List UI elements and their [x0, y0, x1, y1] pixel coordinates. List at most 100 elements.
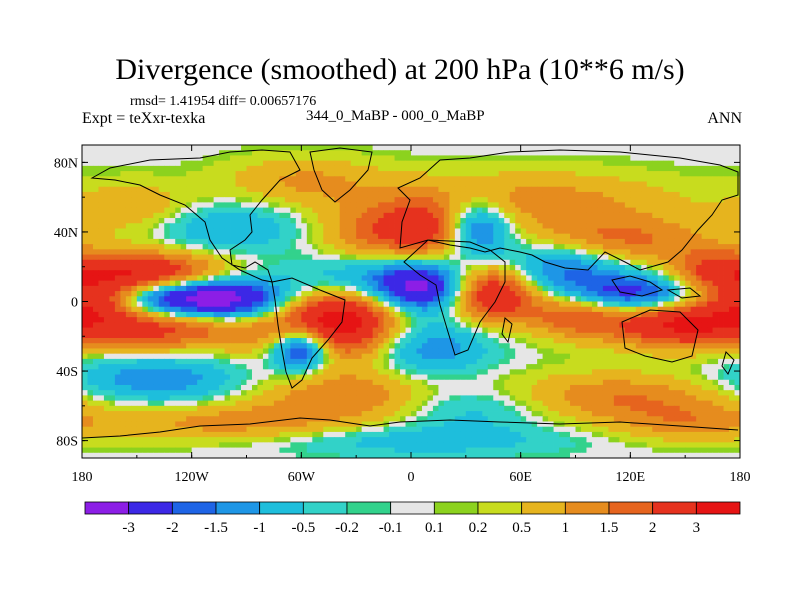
field-cell: [400, 259, 406, 266]
field-cell: [602, 171, 609, 177]
field-cell: [295, 264, 302, 271]
field-cell: [570, 171, 576, 177]
field-cell: [208, 348, 214, 355]
field-cell: [164, 145, 171, 151]
field-cell: [421, 218, 428, 224]
field-cell: [597, 348, 604, 355]
field-cell: [345, 291, 352, 297]
field-cell: [219, 160, 225, 167]
field-cell: [454, 160, 461, 167]
field-cell: [471, 238, 478, 245]
field-cell: [279, 306, 286, 313]
field-cell: [515, 212, 522, 219]
field-cell: [284, 358, 291, 365]
field-cell: [449, 322, 456, 328]
field-cell: [564, 343, 571, 349]
field-cell: [405, 317, 412, 323]
field-cell: [114, 249, 121, 255]
field-cell: [663, 228, 670, 235]
field-cell: [295, 332, 302, 339]
field-cell: [147, 160, 154, 167]
field-cell: [202, 275, 209, 282]
field-cell: [361, 343, 368, 349]
field-cell: [284, 259, 291, 266]
field-cell: [251, 264, 258, 271]
field-cell: [394, 202, 401, 208]
field-cell: [438, 311, 445, 318]
field-cell: [235, 358, 242, 365]
field-cell: [186, 186, 193, 193]
field-cell: [164, 348, 171, 355]
field-cell: [98, 238, 105, 245]
field-cell: [416, 176, 423, 182]
field-cell: [241, 280, 247, 287]
field-cell: [674, 285, 681, 292]
field-cell: [657, 181, 664, 188]
field-cell: [213, 223, 220, 229]
field-cell: [284, 176, 291, 182]
field-cell: [339, 207, 346, 214]
field-cell: [646, 322, 653, 328]
field-cell: [460, 327, 467, 334]
field-cell: [729, 332, 735, 339]
field-cell: [268, 311, 275, 318]
field-cell: [219, 270, 225, 276]
field-cell: [394, 343, 401, 349]
field-cell: [690, 327, 697, 334]
field-cell: [334, 264, 341, 271]
field-cell: [306, 306, 313, 313]
field-cell: [548, 150, 554, 156]
field-cell: [619, 317, 626, 323]
field-cell: [328, 249, 335, 255]
field-cell: [394, 358, 401, 365]
field-cell: [273, 218, 280, 224]
field-cell: [657, 280, 664, 287]
field-cell: [103, 202, 110, 208]
field-cell: [531, 280, 538, 287]
field-cell: [570, 150, 576, 156]
field-cell: [679, 191, 686, 198]
field-cell: [323, 145, 330, 151]
field-cell: [630, 238, 637, 245]
field-cell: [712, 228, 719, 235]
field-cell: [553, 202, 560, 208]
field-cell: [542, 343, 549, 349]
field-cell: [608, 343, 615, 349]
field-cell: [241, 186, 247, 193]
field-cell: [356, 358, 363, 365]
field-cell: [284, 207, 291, 214]
field-cell: [520, 259, 527, 266]
field-cell: [476, 306, 483, 313]
field-cell: [361, 264, 368, 271]
field-cell: [679, 171, 686, 177]
field-cell: [526, 270, 533, 276]
field-cell: [729, 254, 735, 261]
field-cell: [663, 197, 670, 203]
field-cell: [361, 165, 368, 172]
field-cell: [301, 327, 308, 334]
field-cell: [317, 160, 324, 167]
field-cell: [449, 223, 456, 229]
field-cell: [246, 343, 253, 349]
field-cell: [454, 212, 461, 219]
field-cell: [712, 165, 719, 172]
field-cell: [696, 145, 703, 151]
field-cell: [246, 259, 253, 266]
field-cell: [718, 160, 724, 167]
field-cell: [235, 160, 242, 167]
field-cell: [465, 270, 472, 276]
field-cell: [394, 348, 401, 355]
field-cell: [734, 348, 740, 355]
field-cell: [471, 176, 478, 182]
field-cell: [476, 150, 483, 156]
field-cell: [92, 181, 99, 188]
field-cell: [400, 249, 406, 255]
field-cell: [553, 338, 560, 344]
field-cell: [103, 353, 110, 360]
field-cell: [175, 338, 182, 344]
field-cell: [191, 171, 198, 177]
field-cell: [339, 270, 346, 276]
field-cell: [301, 338, 308, 344]
field-cell: [197, 327, 204, 334]
